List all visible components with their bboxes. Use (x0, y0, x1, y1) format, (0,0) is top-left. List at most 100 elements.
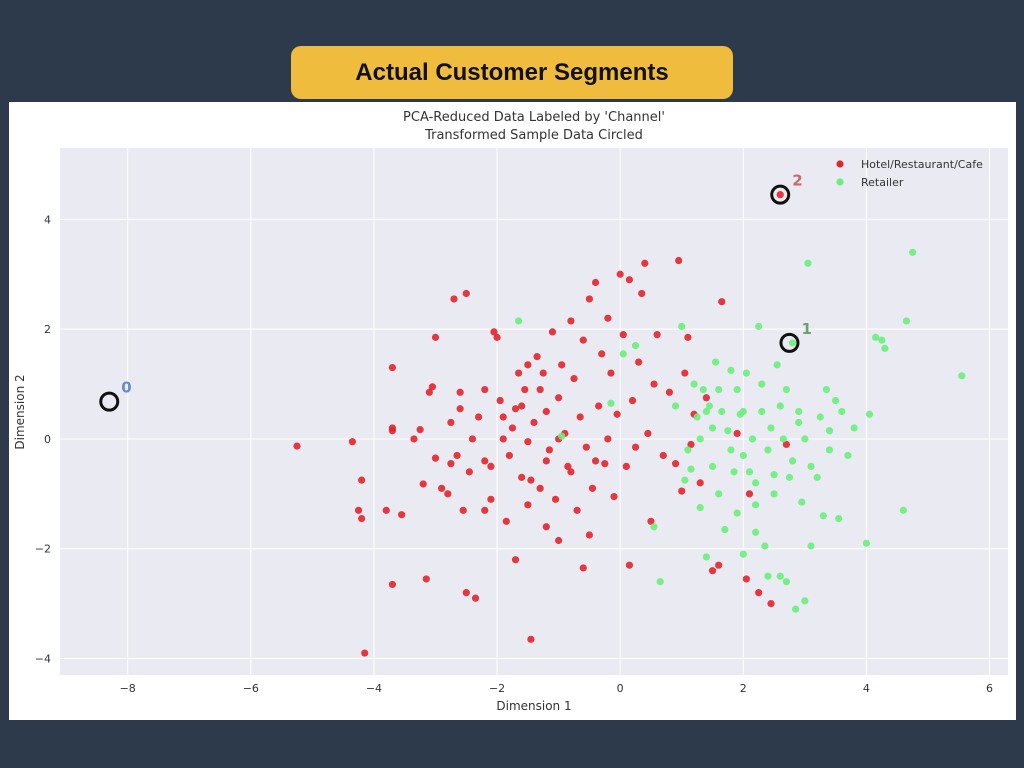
data-point (625, 561, 634, 569)
data-point (752, 479, 760, 487)
data-point (542, 457, 550, 465)
data-point (607, 369, 615, 377)
data-point (511, 405, 520, 413)
sample-label-1: 1 (801, 320, 811, 338)
data-point (453, 451, 461, 460)
data-point (354, 506, 363, 514)
data-point (622, 462, 630, 470)
data-point (696, 435, 704, 443)
data-point (782, 440, 790, 449)
y-tick-label: 2 (44, 323, 51, 336)
data-point (872, 333, 880, 341)
data-point (527, 476, 535, 484)
data-point (555, 536, 563, 545)
data-point (801, 435, 809, 443)
data-point (431, 454, 440, 462)
data-point (456, 388, 464, 396)
data-point (588, 484, 597, 492)
y-tick-label: 0 (44, 433, 51, 446)
data-point (616, 270, 624, 278)
sample-label-2: 2 (792, 172, 802, 190)
data-point (844, 451, 852, 460)
data-point (770, 490, 778, 498)
legend-marker (836, 178, 844, 186)
data-point (650, 380, 658, 388)
data-point (551, 495, 560, 503)
data-point (708, 424, 717, 432)
data-point (388, 363, 397, 372)
data-point (428, 383, 437, 391)
data-point (813, 473, 821, 481)
data-point (548, 328, 557, 336)
data-point (702, 553, 710, 561)
data-point (388, 580, 397, 589)
data-point (647, 517, 655, 525)
data-point (752, 528, 760, 536)
data-point (644, 429, 652, 438)
data-point (693, 413, 701, 421)
data-point (671, 460, 680, 468)
x-axis-label: Dimension 1 (496, 699, 571, 713)
data-point (438, 484, 446, 492)
data-point (419, 480, 427, 488)
banner-title: Actual Customer Segments (355, 58, 669, 86)
slide-banner: Actual Customer Segments (291, 46, 733, 99)
data-point (715, 490, 723, 498)
data-point (508, 424, 517, 432)
data-point (788, 339, 797, 347)
data-point (530, 418, 538, 427)
data-point (678, 322, 686, 331)
data-point (733, 429, 741, 438)
data-point (705, 402, 714, 410)
data-point (708, 567, 717, 575)
data-point (878, 336, 886, 344)
data-point (555, 394, 563, 402)
data-point (656, 578, 664, 586)
data-point (591, 457, 600, 465)
data-point (795, 407, 803, 416)
data-point (687, 440, 695, 449)
x-tick-label: −2 (489, 682, 505, 695)
data-point (638, 289, 646, 298)
data-point (499, 435, 507, 443)
sample-circle-1 (779, 332, 800, 353)
data-point (536, 385, 544, 394)
data-point (515, 317, 523, 325)
data-point (739, 550, 747, 558)
x-tick-label: 2 (740, 682, 747, 695)
data-point (715, 561, 723, 569)
data-point (718, 298, 726, 306)
data-point (515, 369, 523, 377)
data-point (567, 317, 575, 325)
data-point (598, 350, 606, 358)
data-point (474, 413, 483, 421)
data-point (558, 432, 566, 440)
data-point (671, 402, 680, 410)
data-point (481, 385, 489, 394)
data-point (573, 506, 581, 514)
data-point (481, 506, 489, 514)
data-point (487, 495, 495, 503)
data-point (902, 317, 911, 325)
data-point (838, 407, 846, 416)
data-point (819, 512, 827, 520)
data-point (293, 442, 301, 450)
y-tick-label: −4 (35, 653, 51, 666)
data-point (761, 542, 769, 550)
data-point (558, 361, 566, 369)
data-point (595, 402, 603, 410)
data-point (518, 402, 526, 410)
data-point (382, 506, 390, 514)
data-point (447, 418, 455, 427)
axis-ticks: −8 −6 −4 −2 0 2 4 6 −4 −2 0 2 4 (35, 213, 993, 695)
data-point (801, 597, 809, 605)
y-axis-label: Dimension 2 (13, 374, 27, 449)
data-point (456, 405, 464, 413)
data-point (582, 443, 590, 451)
data-point (511, 556, 520, 564)
data-point (835, 514, 843, 523)
data-point (822, 385, 831, 394)
data-point (459, 506, 467, 514)
data-point (745, 490, 754, 498)
sample-label-0: 0 (121, 379, 131, 397)
